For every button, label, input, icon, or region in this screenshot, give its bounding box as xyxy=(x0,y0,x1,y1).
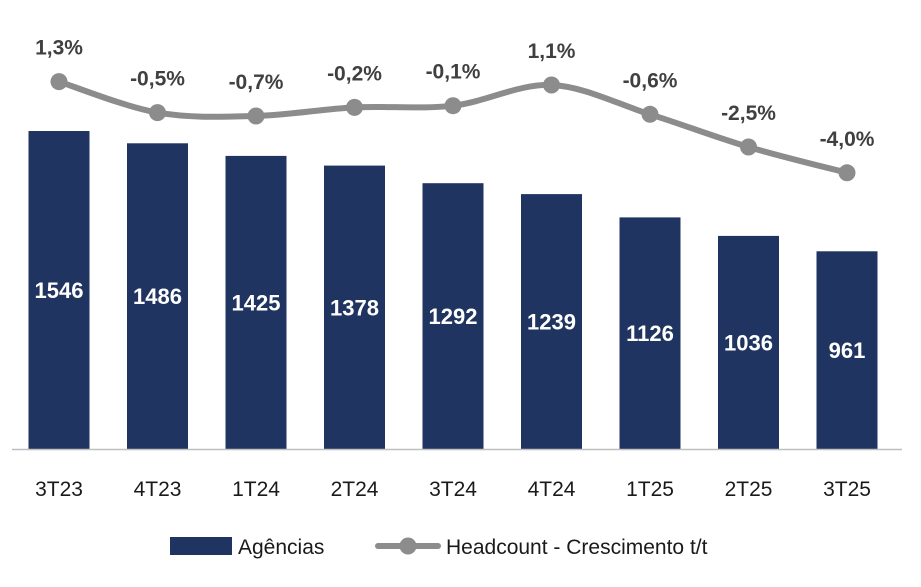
x-tick-label: 2T25 xyxy=(725,478,773,501)
x-tick-label: 2T24 xyxy=(331,478,379,501)
line-value-label: -2,5% xyxy=(721,102,776,125)
legend-line-marker xyxy=(399,537,417,555)
bar-3T25 xyxy=(816,251,878,449)
bar-value-label: 1486 xyxy=(133,284,182,309)
line-point-3T25 xyxy=(838,164,856,182)
line-value-label: -0,1% xyxy=(426,61,481,84)
x-tick-label: 4T23 xyxy=(134,478,182,501)
line-point-2T25 xyxy=(740,138,757,156)
x-tick-label: 3T25 xyxy=(823,478,871,501)
bar-value-label: 1378 xyxy=(330,295,379,320)
bar-2T25 xyxy=(718,235,779,449)
legend-line-label: Headcount - Crescimento t/t xyxy=(446,536,708,559)
bar-1T25 xyxy=(619,217,681,449)
x-tick-label: 4T24 xyxy=(528,478,576,501)
bar-3T24 xyxy=(422,183,484,449)
x-tick-label: 1T24 xyxy=(232,478,280,501)
bar-value-label: 1126 xyxy=(626,321,674,346)
bars-layer: 1546 1486 1425 1378 1292 1239 1126 1036 961 xyxy=(28,131,878,450)
line-layer: 1,3% -0,5% -0,7% -0,2% -0,1% 1,1% -0,6% -2,5% -4… xyxy=(35,37,875,182)
line-value-label: 1,3% xyxy=(35,37,83,60)
line-point-1T24 xyxy=(247,107,265,125)
line-value-label: -0,6% xyxy=(623,69,678,92)
bar-value-label: 1292 xyxy=(429,304,478,329)
line-point-4T24 xyxy=(543,76,560,94)
line-point-1T25 xyxy=(641,105,659,123)
line-value-label: -0,5% xyxy=(130,68,185,91)
x-tick-label: 1T25 xyxy=(626,478,674,501)
legend: Agências Headcount - Crescimento t/t xyxy=(170,536,708,559)
bar-value-label: 1546 xyxy=(35,278,84,303)
line-point-2T24 xyxy=(346,98,363,116)
legend-bars-label: Agências xyxy=(238,536,324,559)
line-point-4T23 xyxy=(149,104,166,122)
line-point-3T24 xyxy=(444,97,462,115)
bar-1T24 xyxy=(225,155,287,449)
bar-3T23 xyxy=(28,131,90,449)
x-tick-label: 3T23 xyxy=(35,478,83,501)
line-value-label: 1,1% xyxy=(528,40,576,63)
x-tick-labels: 3T23 4T23 1T24 2T24 3T24 4T24 1T25 2T25 3T25 xyxy=(35,478,871,501)
bar-value-label: 1425 xyxy=(232,290,281,315)
legend-bar-swatch xyxy=(170,537,232,555)
bar-4T23 xyxy=(127,143,188,450)
line-point-3T23 xyxy=(50,73,68,91)
line-value-label: -0,2% xyxy=(327,62,382,85)
bar-value-label: 1036 xyxy=(724,331,773,356)
bar-2T24 xyxy=(324,165,385,449)
bar-4T24 xyxy=(521,194,582,449)
bar-value-label: 1239 xyxy=(527,310,576,335)
bar-value-label: 961 xyxy=(829,338,866,363)
x-tick-label: 3T24 xyxy=(429,478,477,501)
line-value-label: -4,0% xyxy=(820,128,875,151)
line-value-label: -0,7% xyxy=(229,71,284,94)
